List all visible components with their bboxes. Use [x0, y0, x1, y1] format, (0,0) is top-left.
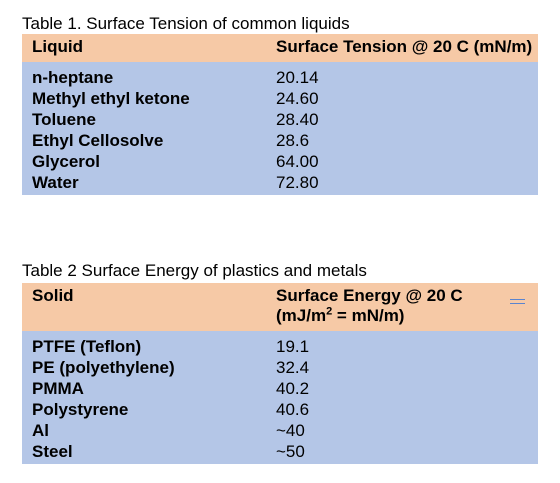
liquid-name: Methyl ethyl ketone: [22, 88, 266, 109]
table-row: Ethyl Cellosolve 28.6: [22, 130, 538, 151]
surface-tension-value: 24.60: [266, 88, 538, 109]
liquid-name: Toluene: [22, 109, 266, 130]
solid-name: PTFE (Teflon): [22, 331, 266, 357]
table-header-row: Solid Surface Energy @ 20 C (mJ/m2 = mN/…: [22, 283, 538, 331]
surface-tension-value: 20.14: [266, 62, 538, 88]
surface-energy-value: 40.2: [266, 378, 538, 399]
surface-tension-value: 64.00: [266, 151, 538, 172]
table1-caption: Table 1. Surface Tension of common liqui…: [22, 14, 350, 33]
surface-energy-value: 19.1: [266, 331, 538, 357]
table-row: Toluene 28.40: [22, 109, 538, 130]
column-header-surface-tension: Surface Tension @ 20 C (mN/m): [266, 34, 538, 62]
surface-energy-value: ~50: [266, 441, 538, 464]
table-row: Glycerol 64.00: [22, 151, 538, 172]
table-row: Steel ~50: [22, 441, 538, 464]
surface-tension-value: 28.40: [266, 109, 538, 130]
table-row: Polystyrene 40.6: [22, 399, 538, 420]
table-row: Methyl ethyl ketone 24.60: [22, 88, 538, 109]
table-header-row: Liquid Surface Tension @ 20 C (mN/m): [22, 34, 538, 62]
surface-energy-value: 32.4: [266, 357, 538, 378]
surface-energy-unit-prefix: (mJ/m: [276, 306, 327, 325]
surface-tension-value: 28.6: [266, 130, 538, 151]
surface-energy-title: Surface Energy @ 20 C: [276, 286, 463, 305]
liquid-name: Water: [22, 172, 266, 195]
column-header-solid: Solid: [22, 283, 266, 331]
surface-tension-value: 72.80: [266, 172, 538, 195]
solid-name: PMMA: [22, 378, 266, 399]
table-resize-handle-icon[interactable]: [510, 299, 525, 305]
liquid-name: Ethyl Cellosolve: [22, 130, 266, 151]
table-row: Water 72.80: [22, 172, 538, 195]
table-row: n-heptane 20.14: [22, 62, 538, 88]
liquid-name: Glycerol: [22, 151, 266, 172]
surface-energy-value: 40.6: [266, 399, 538, 420]
table2-caption: Table 2 Surface Energy of plastics and m…: [22, 261, 367, 280]
liquid-name: n-heptane: [22, 62, 266, 88]
solid-name: PE (polyethylene): [22, 357, 266, 378]
table-row: PMMA 40.2: [22, 378, 538, 399]
solid-name: Steel: [22, 441, 266, 464]
solid-name: Polystyrene: [22, 399, 266, 420]
surface-energy-value: ~40: [266, 420, 538, 441]
surface-energy-unit-suffix: = mN/m): [332, 306, 405, 325]
column-header-surface-energy: Surface Energy @ 20 C (mJ/m2 = mN/m): [266, 283, 538, 331]
column-header-liquid: Liquid: [22, 34, 266, 62]
table-row: Al ~40: [22, 420, 538, 441]
surface-tension-table: Liquid Surface Tension @ 20 C (mN/m) n-h…: [22, 34, 538, 195]
table-row: PE (polyethylene) 32.4: [22, 357, 538, 378]
table-row: PTFE (Teflon) 19.1: [22, 331, 538, 357]
surface-energy-unit-superscript: 2: [326, 305, 333, 318]
surface-energy-table: Solid Surface Energy @ 20 C (mJ/m2 = mN/…: [22, 283, 538, 464]
solid-name: Al: [22, 420, 266, 441]
